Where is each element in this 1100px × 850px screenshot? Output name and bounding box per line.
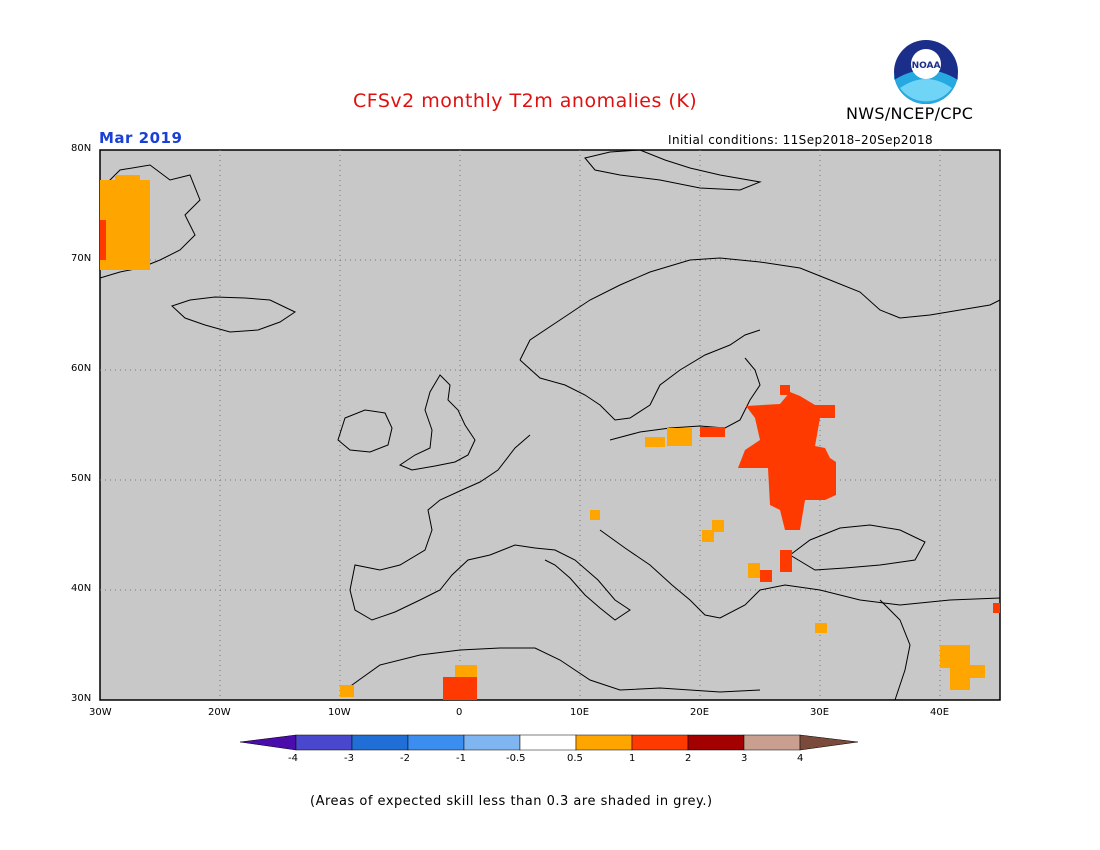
footnote: (Areas of expected skill less than 0.3 a…	[310, 794, 713, 809]
anomaly-baltic-2	[667, 428, 692, 446]
colorbar-right-arrow	[799, 734, 859, 751]
lat-tick: 70N	[71, 253, 92, 264]
anomaly-baltic-red	[700, 427, 725, 437]
coastlines	[99, 149, 1001, 701]
colorbar-label: 3	[741, 753, 748, 764]
colorbar	[239, 734, 859, 751]
forecast-period: Mar 2019	[99, 129, 183, 147]
colorbar-label: -0.5	[506, 753, 526, 764]
colorbar-label: -2	[400, 753, 410, 764]
lon-tick: 20E	[690, 707, 710, 718]
north-africa-coast	[344, 647, 761, 693]
anomaly-greenland-red	[100, 220, 106, 260]
anomaly-turkey	[815, 623, 827, 633]
agency-label: NWS/NCEP/CPC	[846, 104, 974, 123]
anomaly-romania	[780, 550, 792, 572]
colorbar-label: -3	[344, 753, 354, 764]
lon-tick: 10W	[328, 707, 351, 718]
scandinavia-coast	[519, 257, 1001, 361]
iceland-coast	[171, 296, 297, 333]
lon-tick: 30E	[810, 707, 830, 718]
anomaly-east-europe	[738, 392, 836, 530]
balkans-coast	[599, 529, 1001, 619]
colorbar-segment	[351, 734, 409, 751]
svalbard-coast	[584, 149, 762, 191]
lat-tick: 40N	[71, 583, 92, 594]
lat-tick: 30N	[71, 693, 92, 704]
colorbar-segment	[407, 734, 465, 751]
lon-tick: 10E	[570, 707, 590, 718]
europe-west-coast	[349, 434, 536, 621]
italy-coast	[534, 547, 631, 621]
colorbar-label: 4	[797, 753, 804, 764]
logo-text: NOAA	[912, 61, 941, 71]
lon-tick: 0	[456, 707, 463, 718]
colorbar-label: 1	[629, 753, 636, 764]
levant-coast	[879, 599, 911, 701]
lat-tick: 60N	[71, 363, 92, 374]
lon-tick: 30W	[89, 707, 112, 718]
colorbar-label: -1	[456, 753, 466, 764]
chart-title: CFSv2 monthly T2m anomalies (K)	[353, 90, 698, 112]
initial-conditions: Initial conditions: 11Sep2018–20Sep2018	[668, 133, 934, 147]
lon-tick: 40E	[930, 707, 950, 718]
anomaly-middle-east	[940, 645, 985, 690]
colorbar-segment	[463, 734, 521, 751]
anomaly-greenland-top	[115, 175, 140, 185]
lat-tick: 50N	[71, 473, 92, 484]
anomaly-east-small	[780, 385, 790, 395]
britain-coast	[398, 374, 476, 471]
noaa-logo-icon: NOAA	[894, 40, 958, 104]
anomaly-baltic-1	[645, 437, 665, 447]
anomaly-greenland	[100, 180, 150, 270]
colorbar-segment	[519, 734, 577, 751]
anomaly-bulgaria	[748, 563, 760, 578]
colorbar-left-arrow	[239, 734, 297, 751]
anomaly-bulgaria-red	[760, 570, 772, 582]
colorbar-label: 0.5	[567, 753, 583, 764]
anomaly-africa-left	[340, 685, 354, 697]
lon-tick: 20W	[208, 707, 231, 718]
anomaly-far-east-red	[993, 603, 1000, 613]
map-background	[99, 149, 1001, 701]
baltic-coast	[609, 357, 761, 441]
colorbar-segment	[743, 734, 801, 751]
ireland-coast	[337, 409, 393, 453]
black-sea-coast	[789, 524, 926, 571]
colorbar-segment	[295, 734, 353, 751]
colorbar-label: -4	[288, 753, 298, 764]
colorbar-segment	[575, 734, 633, 751]
anomaly-africa-orange	[455, 665, 477, 677]
colorbar-segment	[687, 734, 745, 751]
anomaly-alps	[590, 510, 600, 520]
anomaly-africa-red	[443, 677, 477, 700]
norway-sweden-south	[519, 329, 761, 421]
colorbar-label: 2	[685, 753, 692, 764]
anomaly-shading	[100, 175, 1000, 700]
lat-tick: 80N	[71, 143, 92, 154]
colorbar-segment	[631, 734, 689, 751]
anomaly-balkans-2	[702, 530, 714, 542]
map-grid	[100, 150, 1000, 700]
anomaly-balkans-1	[712, 520, 724, 532]
